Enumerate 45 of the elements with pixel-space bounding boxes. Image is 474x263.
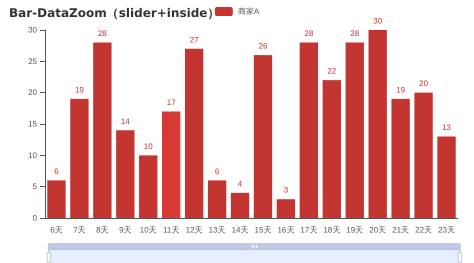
- y-tick-label: 15: [28, 120, 38, 128]
- data-label: 19: [74, 85, 84, 94]
- x-tick-label: 23天: [438, 226, 455, 234]
- data-label: 22: [327, 66, 337, 76]
- x-tick-label: 21天: [392, 226, 410, 234]
- data-label: 28: [304, 29, 314, 38]
- x-tick-label: 18天: [323, 226, 340, 234]
- x-tick-label: 17天: [300, 226, 318, 234]
- x-tick-label: 7天: [73, 226, 86, 234]
- data-label: 3: [284, 186, 289, 195]
- data-label: 20: [419, 79, 429, 88]
- y-tick-label: 5: [32, 182, 38, 192]
- data-label: 6: [54, 166, 60, 176]
- x-tick-label: 10天: [140, 226, 157, 234]
- data-label: 17: [166, 98, 176, 107]
- x-tick-label: 6天: [50, 226, 63, 234]
- x-tick-label: 15天: [254, 226, 272, 234]
- y-tick-label: 30: [28, 26, 38, 34]
- data-label: 27: [190, 35, 200, 44]
- data-label: 30: [373, 16, 383, 26]
- data-label: 26: [258, 42, 268, 51]
- data-label: 10: [144, 142, 154, 151]
- x-tick-label: 12天: [186, 226, 203, 234]
- x-tick-label: 8天: [96, 226, 109, 234]
- y-tick-label: 0: [32, 214, 38, 222]
- x-tick-label: 14天: [232, 226, 248, 234]
- y-tick-label: 25: [28, 56, 38, 66]
- x-tick-label: 11天: [163, 226, 180, 234]
- x-tick-label: 16天: [277, 226, 294, 234]
- data-label: 19: [396, 85, 406, 94]
- data-label: 28: [350, 29, 360, 38]
- x-tick-label: 22天: [415, 226, 432, 234]
- y-tick-label: 10: [28, 150, 38, 160]
- data-label: 14: [120, 116, 130, 126]
- x-tick-label: 20天: [369, 226, 386, 234]
- x-tick-label: 9天: [119, 226, 132, 234]
- data-label: 6: [214, 166, 220, 176]
- x-tick-label: 13天: [208, 226, 226, 234]
- y-tick-label: 20: [28, 88, 38, 98]
- data-label: 13: [442, 123, 452, 132]
- x-tick-label: 19天: [346, 226, 364, 234]
- data-label: 28: [98, 29, 108, 38]
- data-label: 4: [238, 179, 243, 188]
- chart-title: Bar-DataZoom（slider+inside）: [9, 6, 220, 20]
- legend-label: 商家A: [238, 7, 260, 16]
